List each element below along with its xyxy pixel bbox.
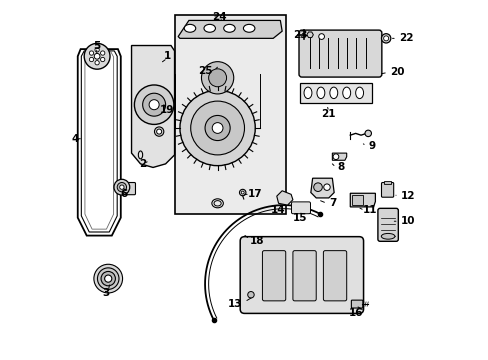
Ellipse shape xyxy=(184,24,195,32)
FancyBboxPatch shape xyxy=(377,208,398,241)
Circle shape xyxy=(239,189,245,196)
Text: 21: 21 xyxy=(321,109,335,119)
Ellipse shape xyxy=(243,24,254,32)
Ellipse shape xyxy=(304,87,311,99)
FancyBboxPatch shape xyxy=(262,251,285,301)
FancyBboxPatch shape xyxy=(323,251,346,301)
Text: 15: 15 xyxy=(292,213,306,222)
Circle shape xyxy=(190,101,244,155)
Text: 22: 22 xyxy=(398,33,412,43)
Circle shape xyxy=(323,184,329,190)
Circle shape xyxy=(318,34,324,40)
Circle shape xyxy=(201,62,233,94)
Text: 9: 9 xyxy=(367,141,375,151)
Circle shape xyxy=(208,69,226,87)
Text: 14: 14 xyxy=(271,206,285,216)
Circle shape xyxy=(364,130,371,136)
Ellipse shape xyxy=(203,24,215,32)
Circle shape xyxy=(94,264,122,293)
Text: 12: 12 xyxy=(400,191,414,201)
Ellipse shape xyxy=(342,87,350,99)
Polygon shape xyxy=(310,178,333,198)
FancyBboxPatch shape xyxy=(291,202,310,214)
Polygon shape xyxy=(306,32,313,37)
Ellipse shape xyxy=(329,87,337,99)
Circle shape xyxy=(142,93,165,116)
Circle shape xyxy=(95,48,99,52)
Circle shape xyxy=(180,90,255,166)
Text: 1: 1 xyxy=(163,51,171,61)
Circle shape xyxy=(84,43,110,69)
Text: 11: 11 xyxy=(362,206,377,216)
FancyBboxPatch shape xyxy=(292,251,316,301)
Text: 18: 18 xyxy=(249,236,264,246)
Text: 24: 24 xyxy=(212,12,226,22)
Ellipse shape xyxy=(355,87,363,99)
Circle shape xyxy=(101,57,104,62)
Polygon shape xyxy=(131,45,174,167)
Circle shape xyxy=(120,185,124,189)
FancyBboxPatch shape xyxy=(351,300,362,308)
Text: 5: 5 xyxy=(93,41,100,50)
Text: 13: 13 xyxy=(228,299,242,309)
Text: 3: 3 xyxy=(102,288,110,298)
Bar xyxy=(174,15,285,214)
Text: 2: 2 xyxy=(139,159,145,169)
FancyBboxPatch shape xyxy=(298,30,381,77)
Circle shape xyxy=(89,51,94,55)
Polygon shape xyxy=(349,193,375,207)
Circle shape xyxy=(101,51,104,55)
Text: 17: 17 xyxy=(247,189,262,199)
FancyBboxPatch shape xyxy=(240,237,363,314)
Text: 20: 20 xyxy=(389,67,404,77)
Text: 19: 19 xyxy=(160,105,174,115)
Circle shape xyxy=(134,85,174,125)
Bar xyxy=(300,83,371,103)
Circle shape xyxy=(114,179,129,195)
Circle shape xyxy=(381,34,390,43)
Polygon shape xyxy=(276,191,292,205)
Text: 23: 23 xyxy=(292,30,306,40)
Circle shape xyxy=(383,36,388,41)
FancyBboxPatch shape xyxy=(381,183,393,197)
Circle shape xyxy=(212,123,223,134)
Ellipse shape xyxy=(316,87,324,99)
Text: 10: 10 xyxy=(400,216,414,226)
Circle shape xyxy=(154,127,163,136)
Circle shape xyxy=(156,129,162,134)
Text: 25: 25 xyxy=(197,66,212,76)
Circle shape xyxy=(94,53,100,59)
Circle shape xyxy=(241,191,244,194)
Circle shape xyxy=(97,268,119,289)
Text: 16: 16 xyxy=(347,308,362,318)
Circle shape xyxy=(149,100,159,110)
Ellipse shape xyxy=(223,24,235,32)
Bar xyxy=(351,195,362,205)
Circle shape xyxy=(104,275,112,282)
Text: 4: 4 xyxy=(72,134,79,144)
Circle shape xyxy=(204,116,230,140)
Polygon shape xyxy=(178,21,282,39)
Circle shape xyxy=(117,183,126,192)
Polygon shape xyxy=(332,153,346,160)
Text: 6: 6 xyxy=(121,189,128,199)
Circle shape xyxy=(101,271,115,286)
Bar xyxy=(384,181,390,184)
Text: 8: 8 xyxy=(337,162,344,172)
Text: 7: 7 xyxy=(328,198,335,208)
Ellipse shape xyxy=(381,233,394,239)
Circle shape xyxy=(332,154,338,159)
Circle shape xyxy=(313,183,322,192)
Circle shape xyxy=(89,57,94,62)
FancyBboxPatch shape xyxy=(124,183,135,195)
Circle shape xyxy=(95,60,99,65)
Circle shape xyxy=(247,292,254,298)
